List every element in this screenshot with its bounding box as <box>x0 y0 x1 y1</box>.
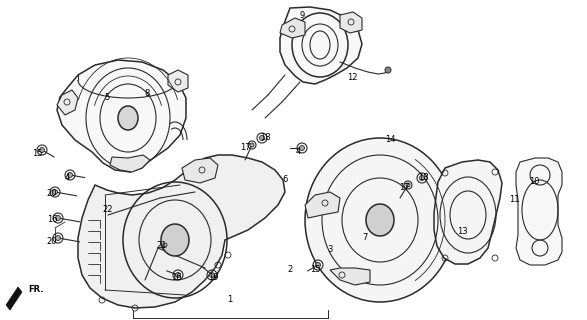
Ellipse shape <box>315 262 321 268</box>
Polygon shape <box>182 158 218 183</box>
Ellipse shape <box>406 183 410 187</box>
Text: 20: 20 <box>47 237 58 246</box>
Text: 11: 11 <box>509 196 519 204</box>
Text: 14: 14 <box>384 135 395 145</box>
Text: 5: 5 <box>104 93 110 102</box>
Ellipse shape <box>118 106 138 130</box>
Text: FR.: FR. <box>28 285 43 294</box>
Text: 15: 15 <box>32 148 42 157</box>
Text: 4: 4 <box>65 173 70 182</box>
Ellipse shape <box>52 189 58 195</box>
Ellipse shape <box>385 67 391 73</box>
Ellipse shape <box>366 204 394 236</box>
Text: 19: 19 <box>208 274 218 283</box>
Text: 16: 16 <box>47 215 58 225</box>
Ellipse shape <box>56 215 60 220</box>
Text: 13: 13 <box>457 228 467 236</box>
Ellipse shape <box>250 143 254 147</box>
Text: 15: 15 <box>310 266 321 275</box>
Ellipse shape <box>161 224 189 256</box>
Text: 18: 18 <box>418 172 429 181</box>
Text: 17: 17 <box>399 183 409 193</box>
Polygon shape <box>57 90 78 115</box>
Text: 8: 8 <box>144 89 150 98</box>
Ellipse shape <box>56 236 60 241</box>
Polygon shape <box>168 70 188 92</box>
Ellipse shape <box>163 243 167 247</box>
Text: 20: 20 <box>47 188 58 197</box>
Text: 7: 7 <box>362 234 367 243</box>
Polygon shape <box>330 268 370 285</box>
Ellipse shape <box>210 273 214 277</box>
Ellipse shape <box>420 175 424 180</box>
Text: 18: 18 <box>259 133 270 142</box>
Text: 2: 2 <box>288 266 293 275</box>
Polygon shape <box>6 287 22 310</box>
Ellipse shape <box>68 172 73 178</box>
Text: 9: 9 <box>299 11 305 20</box>
Polygon shape <box>57 60 186 172</box>
Ellipse shape <box>39 148 45 153</box>
Text: 21: 21 <box>157 241 167 250</box>
Text: 16: 16 <box>171 274 181 283</box>
Ellipse shape <box>176 273 180 277</box>
Text: 1: 1 <box>227 295 232 305</box>
Text: 6: 6 <box>282 175 288 185</box>
Ellipse shape <box>259 135 265 140</box>
Text: 22: 22 <box>103 205 113 214</box>
Text: 17: 17 <box>239 143 250 153</box>
Polygon shape <box>280 18 305 38</box>
Ellipse shape <box>305 138 455 302</box>
Polygon shape <box>516 158 562 265</box>
Text: 3: 3 <box>328 245 333 254</box>
Ellipse shape <box>299 146 305 150</box>
Text: 12: 12 <box>347 74 357 83</box>
Polygon shape <box>78 155 285 308</box>
Text: 10: 10 <box>529 178 539 187</box>
Polygon shape <box>110 155 150 172</box>
Polygon shape <box>340 12 362 33</box>
Text: 4: 4 <box>295 148 301 156</box>
Polygon shape <box>434 160 502 264</box>
Polygon shape <box>305 192 340 218</box>
Polygon shape <box>280 7 362 84</box>
